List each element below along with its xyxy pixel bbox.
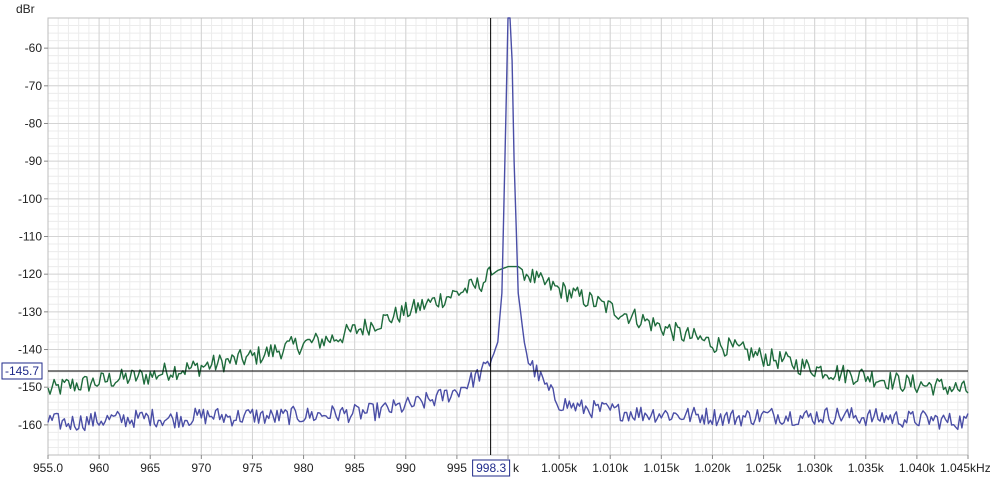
x-tick-label: 975: [242, 461, 262, 475]
y-tick-label: -150: [18, 380, 42, 394]
y-tick-label: -70: [25, 79, 43, 93]
x-tick-label: 1.010k: [592, 461, 629, 475]
x-tick-label: 1.020k: [694, 461, 731, 475]
x-tick-label: 980: [294, 461, 314, 475]
y-axis: -60 -70 -80 -90 -100 -110 -120 -130 -140 -150 -160: [18, 41, 48, 432]
y-tick-label: -100: [18, 192, 42, 206]
series-layer: [47, 17, 969, 432]
y-tick-label: -110: [19, 230, 42, 244]
x-tick-label: 955.0: [33, 461, 63, 475]
series-line-1: [47, 265, 969, 396]
x-axis: 955.0 960 965 970 975 980 985 990 995 k 1.005k 1.01…: [33, 455, 990, 475]
x-tick-label: 985: [345, 461, 365, 475]
y-tick-label: -80: [25, 116, 43, 130]
x-tick-label: 970: [191, 461, 211, 475]
cursor-y-value: -145.7: [5, 364, 39, 378]
major-grid: [47, 17, 969, 456]
x-tick-label: 960: [89, 461, 109, 475]
x-tick-label: k: [513, 461, 520, 475]
x-tick-label: 1.035k: [848, 461, 885, 475]
cursor-x-value-box: [472, 459, 511, 477]
x-tick-label: 1.025k: [746, 461, 783, 475]
y-tick-label: -130: [18, 305, 42, 319]
y-tick-label: -140: [18, 343, 42, 357]
x-tick-label: 1.015k: [643, 461, 680, 475]
x-tick-label: 990: [396, 461, 416, 475]
y-tick-label: -120: [18, 267, 42, 281]
cursor-x-value: 998.3: [476, 461, 506, 475]
x-tick-label: 1.005k: [541, 461, 578, 475]
x-tick-label: 1.040k: [899, 461, 936, 475]
x-tick-label: 1.045kHz: [940, 461, 990, 475]
y-tick-label: -90: [25, 154, 43, 168]
y-tick-label: -160: [18, 418, 42, 432]
cursor-y-value-box: [1, 362, 43, 380]
x-tick-label: 995: [447, 461, 467, 475]
y-axis-unit-label: dBr: [16, 2, 35, 16]
cursor[interactable]: -145.7 998.3: [1, 18, 968, 477]
series-line-2: [47, 17, 969, 432]
x-tick-label: 1.030k: [797, 461, 834, 475]
y-tick-label: -60: [25, 41, 43, 55]
x-tick-label: 965: [140, 461, 160, 475]
